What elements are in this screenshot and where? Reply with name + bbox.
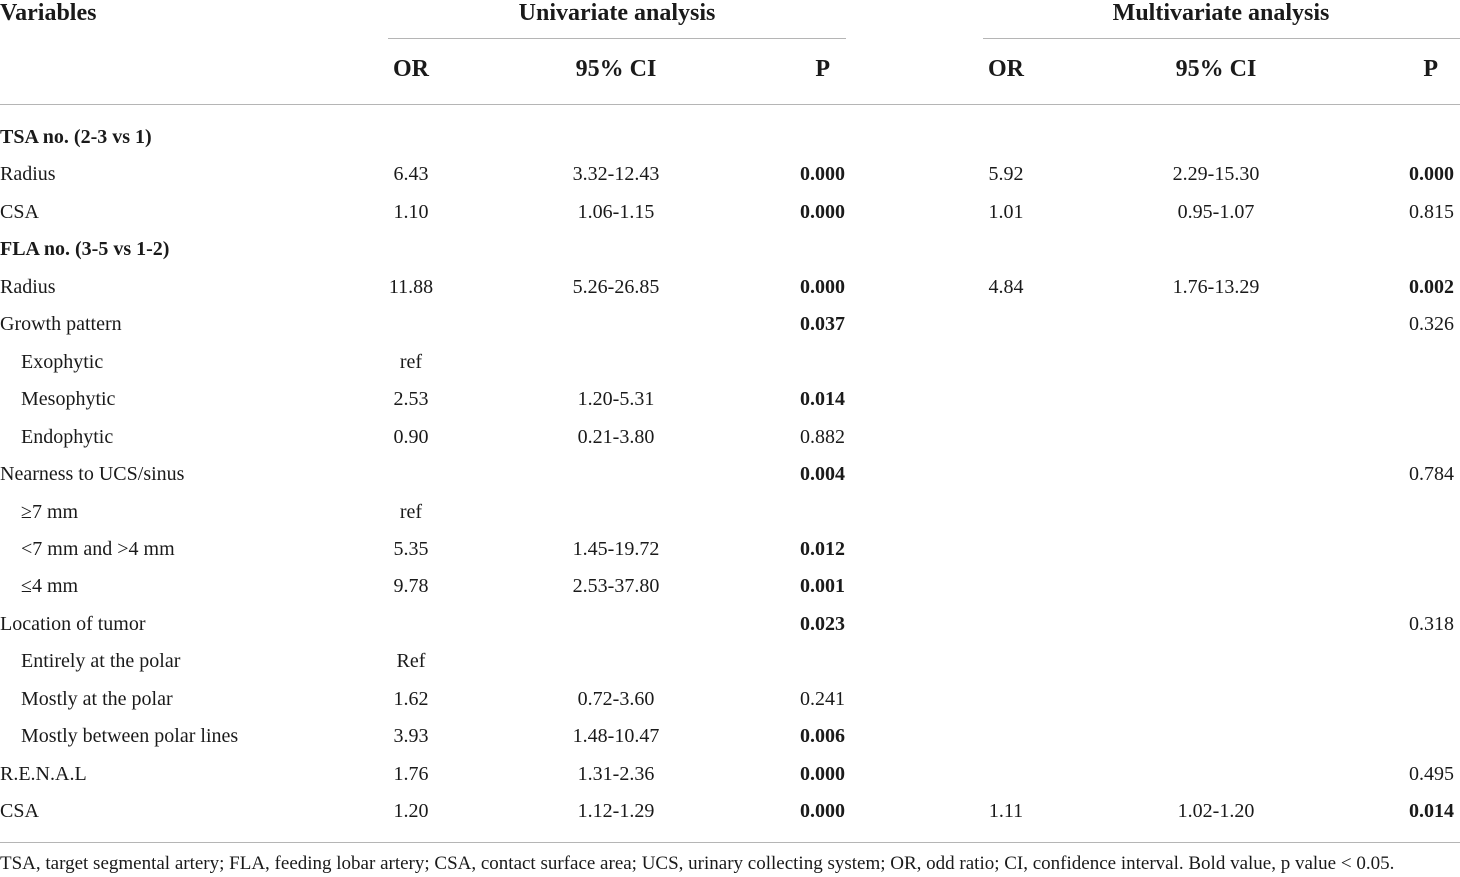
multivariate-or-cell: 5.92 — [988, 163, 1024, 186]
multivariate-underline — [983, 38, 1460, 39]
univariate-ci-cell: 3.32-12.43 — [572, 163, 660, 186]
multivariate-or-cell: 1.01 — [988, 200, 1024, 223]
univariate-ci-cell: 0.21-3.80 — [577, 425, 655, 448]
variable-label: <7 mm and >4 mm — [21, 538, 175, 560]
variable-label: Growth pattern — [0, 313, 122, 336]
univariate-or-header: OR — [393, 56, 429, 82]
univariate-p-cell: 0.000 — [800, 762, 845, 785]
univariate-or-cell: 6.43 — [393, 163, 429, 186]
multivariate-or-cell: 1.11 — [988, 800, 1024, 823]
univariate-or-cell: 0.90 — [393, 425, 429, 448]
univariate-p-cell: 0.000 — [800, 275, 845, 298]
univariate-or-cell: 3.93 — [393, 725, 429, 748]
variable-label: Mesophytic — [21, 388, 116, 411]
univariate-p-header: P — [815, 56, 830, 82]
univariate-or-cell: ref — [399, 350, 423, 373]
univariate-ci-cell: 0.72-3.60 — [577, 687, 655, 710]
multivariate-p-cell: 0.318 — [1409, 612, 1454, 635]
multivariate-or-header: OR — [988, 56, 1024, 82]
table-footnote: TSA, target segmental artery; FLA, feedi… — [0, 853, 1395, 874]
multivariate-ci-cell: 1.02-1.20 — [1177, 800, 1255, 823]
univariate-ci-cell: 1.31-2.36 — [577, 762, 655, 785]
header-bottom-rule — [0, 104, 1460, 105]
multivariate-p-cell: 0.326 — [1409, 313, 1454, 336]
univariate-or-cell: Ref — [396, 650, 426, 673]
univariate-p-cell: 0.037 — [800, 313, 845, 336]
univariate-p-cell: 0.012 — [800, 538, 845, 560]
univariate-p-cell: 0.000 — [800, 200, 845, 223]
univariate-ci-cell: 1.12-1.29 — [577, 800, 655, 823]
variable-label: CSA — [0, 800, 39, 823]
multivariate-p-cell: 0.784 — [1409, 463, 1454, 486]
univariate-or-cell: 5.35 — [393, 538, 429, 560]
variable-label: ≤4 mm — [21, 575, 79, 598]
variables-header: Variables — [0, 0, 97, 26]
multivariate-p-cell: 0.000 — [1409, 163, 1454, 186]
multivariate-p-cell: 0.002 — [1409, 275, 1454, 298]
variable-label: ≥7 mm — [21, 500, 79, 523]
multivariate-or-cell: 4.84 — [988, 275, 1024, 298]
univariate-ci-cell: 1.45-19.72 — [572, 538, 660, 560]
variable-label: Entirely at the polar — [21, 650, 181, 673]
univariate-ci-cell: 2.53-37.80 — [572, 575, 660, 598]
section-label: FLA no. (3-5 vs 1-2) — [0, 238, 170, 261]
univariate-ci-cell: 1.06-1.15 — [577, 200, 655, 223]
multivariate-ci-header: 95% CI — [1175, 56, 1257, 82]
univariate-or-cell: 1.20 — [393, 800, 429, 823]
multivariate-ci-cell: 1.76-13.29 — [1172, 275, 1260, 298]
variable-label: Exophytic — [21, 350, 104, 373]
univariate-or-cell: 1.10 — [393, 200, 429, 223]
univariate-p-cell: 0.882 — [800, 425, 845, 448]
multivariate-ci-cell: 0.95-1.07 — [1177, 200, 1255, 223]
multivariate-p-cell: 0.014 — [1409, 800, 1454, 823]
univariate-ci-cell: 1.48-10.47 — [572, 725, 660, 748]
table-bottom-rule — [0, 842, 1460, 843]
multivariate-p-cell: 0.495 — [1409, 762, 1454, 785]
section-label: TSA no. (2-3 vs 1) — [0, 126, 152, 148]
variable-label: R.E.N.A.L — [0, 762, 87, 785]
univariate-ci-header: 95% CI — [575, 56, 657, 82]
univariate-p-cell: 0.006 — [800, 725, 845, 748]
variable-label: Nearness to UCS/sinus — [0, 463, 185, 486]
multivariate-p-cell: 0.815 — [1409, 200, 1454, 223]
univariate-ci-cell: 5.26-26.85 — [572, 275, 660, 298]
univariate-or-cell: 1.76 — [393, 762, 429, 785]
variable-label: Mostly between polar lines — [21, 725, 239, 748]
multivariate-ci-cell: 2.29-15.30 — [1172, 163, 1260, 186]
univariate-or-cell: 9.78 — [393, 575, 429, 598]
univariate-p-cell: 0.014 — [800, 388, 845, 411]
univariate-or-cell: 1.62 — [393, 687, 429, 710]
multivariate-p-header: P — [1423, 56, 1438, 82]
variable-label: Radius — [0, 163, 56, 186]
variable-label: Endophytic — [21, 425, 114, 448]
univariate-or-cell: 11.88 — [388, 275, 434, 298]
variable-label: Mostly at the polar — [21, 687, 173, 710]
univariate-p-cell: 0.001 — [800, 575, 845, 598]
univariate-or-cell: ref — [399, 500, 423, 523]
multivariate-header: Multivariate analysis — [1112, 0, 1330, 26]
univariate-ci-cell: 1.20-5.31 — [577, 388, 655, 411]
univariate-p-cell: 0.023 — [800, 612, 845, 635]
univariate-header: Univariate analysis — [518, 0, 716, 26]
variable-label: CSA — [0, 200, 39, 223]
univariate-p-cell: 0.000 — [800, 163, 845, 186]
variable-label: Radius — [0, 275, 56, 298]
variable-label: Location of tumor — [0, 612, 146, 635]
univariate-p-cell: 0.000 — [800, 800, 845, 823]
univariate-p-cell: 0.241 — [800, 687, 845, 710]
univariate-p-cell: 0.004 — [800, 463, 845, 486]
univariate-or-cell: 2.53 — [393, 388, 429, 411]
univariate-underline — [388, 38, 846, 39]
